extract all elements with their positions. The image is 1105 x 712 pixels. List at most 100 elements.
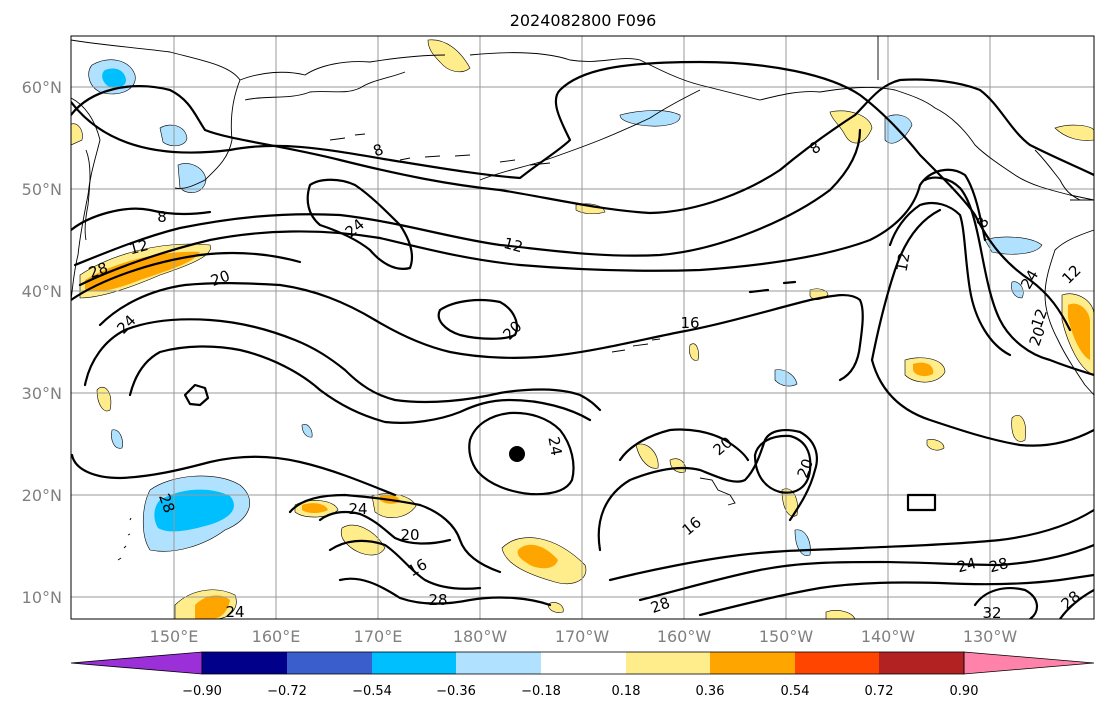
lat-label: 30°N xyxy=(22,384,62,403)
contour-label: 12 xyxy=(502,234,525,256)
coastline-island-chain xyxy=(117,517,132,561)
shade-pos-018 xyxy=(689,343,699,361)
shade-neg-018 xyxy=(1011,281,1024,299)
colorbar-tick-label: 0.90 xyxy=(950,684,979,699)
contour-line xyxy=(1058,588,1094,619)
colorbar-tick-label: −0.72 xyxy=(267,684,307,699)
coastline-alaska-peninsula xyxy=(479,89,701,181)
contour-line xyxy=(753,434,812,494)
contour-label: 28 xyxy=(155,491,178,515)
contour-line xyxy=(338,577,552,607)
contour-line xyxy=(71,453,397,497)
coastline-siberia-north xyxy=(244,71,406,101)
contour-label: 12 xyxy=(127,236,150,258)
contour-label: 32 xyxy=(982,604,1001,622)
lon-label: 150°W xyxy=(759,627,814,646)
contour-line xyxy=(923,176,1094,377)
coastline-chukotka xyxy=(239,54,446,81)
shade-neg-018 xyxy=(984,236,1043,255)
colorbar-segment xyxy=(541,652,626,674)
colorbar-tick-label: −0.36 xyxy=(436,684,476,699)
contour-label: 12 xyxy=(1028,306,1051,330)
shade-neg-018 xyxy=(177,163,207,193)
shade-pos-036 xyxy=(913,362,934,377)
lat-label: 50°N xyxy=(22,180,62,199)
contour-line xyxy=(128,345,592,424)
shade-pos-018 xyxy=(825,610,856,619)
contour-line xyxy=(597,429,818,552)
colorbar-extend-high xyxy=(963,651,1095,675)
contour-label: 24 xyxy=(955,554,978,576)
contour-line xyxy=(71,78,1094,215)
shade-pos-036 xyxy=(1068,303,1090,360)
coastline-sakhalin xyxy=(84,149,91,241)
colorbar-segment xyxy=(626,652,710,674)
lon-label: 130°W xyxy=(963,627,1018,646)
colorbar-tick-label: −0.18 xyxy=(521,684,561,699)
contour-label: 12 xyxy=(893,251,914,273)
contour-line xyxy=(71,251,302,302)
lon-label: 140°W xyxy=(861,627,916,646)
lon-label: 180°W xyxy=(453,627,508,646)
colorbar-segment xyxy=(795,652,879,674)
contour-line xyxy=(906,493,937,512)
lat-label: 40°N xyxy=(22,282,62,301)
lon-label: 170°E xyxy=(354,627,403,646)
contour-line xyxy=(608,508,1094,582)
colorbar-tick-label: 0.18 xyxy=(612,684,641,699)
contour-label: 28 xyxy=(648,594,672,617)
latitude-labels: 60°N 50°N 40°N 30°N 20°N 10°N xyxy=(22,78,62,607)
shade-neg-018 xyxy=(111,429,123,449)
contours xyxy=(71,60,1094,619)
contour-line xyxy=(83,318,602,412)
map-title: 2024082800 F096 xyxy=(510,11,657,30)
map-border xyxy=(70,35,1095,620)
contour-line xyxy=(618,428,750,462)
lat-label: 60°N xyxy=(22,78,62,97)
contour-line xyxy=(318,510,452,545)
shade-pos-036 xyxy=(195,595,230,619)
contour-line xyxy=(71,60,1072,332)
coastline-kamchatka-peninsula xyxy=(71,39,241,189)
longitude-labels: 150°E 160°E 170°E 180°W 170°W 160°W 150°… xyxy=(150,627,1018,646)
coastline-vancouver xyxy=(1034,149,1081,201)
contour-label: 28 xyxy=(86,259,110,282)
contour-label: 8 xyxy=(157,208,167,226)
contour-label: 24 xyxy=(348,500,367,518)
lon-label: 150°E xyxy=(150,627,199,646)
contour-label: 20 xyxy=(400,526,419,544)
colorbar-segment xyxy=(202,652,287,674)
colorbar-tick-label: 0.72 xyxy=(865,684,894,699)
contour-line xyxy=(748,280,797,294)
shade-pos-036 xyxy=(85,251,200,292)
shade-pos-018 xyxy=(71,123,83,146)
lon-label: 170°W xyxy=(555,627,610,646)
contour-label: 28 xyxy=(987,554,1010,576)
colorbar-segment xyxy=(710,652,795,674)
colorbar-tick-label: 0.54 xyxy=(781,684,810,699)
coastline-hawaii xyxy=(611,338,661,353)
lon-label: 160°E xyxy=(252,627,301,646)
colorbar-segment xyxy=(456,652,541,674)
coastline-canada-border xyxy=(877,36,1094,201)
contour-line xyxy=(78,168,987,287)
contour-line xyxy=(870,358,1094,447)
contour-line xyxy=(328,539,482,590)
contour-line xyxy=(468,411,575,496)
contour-line xyxy=(98,282,864,382)
shade-pos-036 xyxy=(517,544,558,569)
contour-label: 24 xyxy=(544,435,565,457)
contour-line xyxy=(437,299,518,340)
map-area: 8 8 8 8 12 12 12 12 12 16 16 16 20 20 20… xyxy=(71,36,1094,622)
lon-label: 160°W xyxy=(657,627,712,646)
shade-pos-018 xyxy=(547,602,564,613)
contour-label: 24 xyxy=(225,603,244,621)
shade-pos-018 xyxy=(926,439,945,451)
contour-line xyxy=(973,587,1038,619)
contour-line xyxy=(183,383,210,407)
lat-label: 10°N xyxy=(22,588,62,607)
contour-line xyxy=(71,207,212,232)
shade-pos-018 xyxy=(427,39,471,73)
contour-label: 16 xyxy=(680,314,699,332)
